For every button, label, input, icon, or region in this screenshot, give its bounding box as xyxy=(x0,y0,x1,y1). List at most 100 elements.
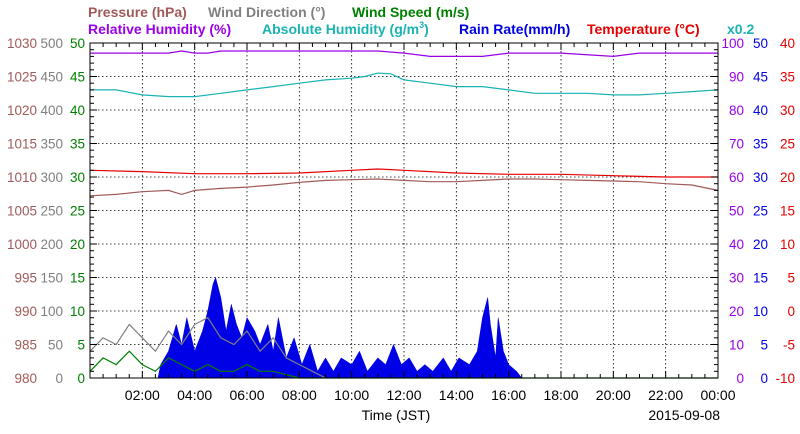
legend-wind-speed: Wind Speed (m/s) xyxy=(352,4,469,20)
y-tick-temperature: 10 xyxy=(780,237,795,252)
y-tick-rel-humidity: 70 xyxy=(729,137,744,152)
legend-pressure: Pressure (hPa) xyxy=(88,4,187,20)
y-tick-temperature: 20 xyxy=(780,170,795,185)
x-tick-label: 14:00 xyxy=(439,387,474,403)
y-tick-rain-rate: 30 xyxy=(753,170,768,185)
y-tick-wind-speed: 20 xyxy=(70,237,85,252)
y-tick-pressure: 980 xyxy=(14,371,37,386)
y-tick-rel-humidity: 20 xyxy=(729,304,744,319)
y-tick-pressure: 1025 xyxy=(7,70,37,85)
y-tick-wind-speed: 5 xyxy=(77,338,85,353)
y-tick-wind-speed: 35 xyxy=(70,137,85,152)
y-tick-wind-direction: 250 xyxy=(40,204,63,219)
legend-temperature: Temperature (°C) xyxy=(587,21,700,37)
y-tick-wind-direction: 300 xyxy=(40,170,63,185)
legend-rain-rate: Rain Rate(mm/h) xyxy=(459,21,570,37)
series-layer xyxy=(89,50,719,379)
y-tick-wind-speed: 50 xyxy=(70,36,85,51)
x-tick-label: 10:00 xyxy=(334,387,369,403)
y-tick-pressure: 1005 xyxy=(7,204,37,219)
y-tick-rel-humidity: 10 xyxy=(729,338,744,353)
y-tick-rain-rate: 5 xyxy=(760,338,768,353)
series-rain-rate-mm-h xyxy=(157,276,523,379)
y-tick-rain-rate: 35 xyxy=(753,137,768,152)
plot-frame xyxy=(89,42,719,379)
y-tick-rel-humidity: 90 xyxy=(729,70,744,85)
y-tick-rain-rate: 25 xyxy=(753,204,768,219)
y-tick-pressure: 1010 xyxy=(7,170,37,185)
series-relative-humidity xyxy=(90,50,718,58)
x-tick-label: 18:00 xyxy=(543,387,578,403)
x-tick-label: 22:00 xyxy=(648,387,683,403)
y-tick-rain-rate: 10 xyxy=(753,304,768,319)
legend-absolute-humidity-end: ) xyxy=(424,21,429,37)
x-tick-label: 00:00 xyxy=(700,387,735,403)
y-tick-temperature: 15 xyxy=(780,204,795,219)
y-tick-rel-humidity: 40 xyxy=(729,237,744,252)
y-tick-temperature: 0 xyxy=(787,304,795,319)
y-tick-wind-speed: 15 xyxy=(70,271,85,286)
y-tick-rain-rate: 50 xyxy=(753,36,768,51)
legend-absolute-humidity-base: Absolute Humidity (g/m xyxy=(262,21,419,37)
y-tick-wind-direction: 100 xyxy=(40,304,63,319)
y-tick-rain-rate: 20 xyxy=(753,237,768,252)
y-tick-wind-speed: 40 xyxy=(70,103,85,118)
y-tick-pressure: 990 xyxy=(14,304,37,319)
y-tick-rain-rate: 40 xyxy=(753,103,768,118)
y-tick-rain-rate: 15 xyxy=(753,271,768,286)
y-tick-wind-speed: 45 xyxy=(70,70,85,85)
y-tick-temperature: -10 xyxy=(775,371,795,386)
series-wind-direction xyxy=(89,316,326,379)
series-pressure-hpa xyxy=(89,178,719,197)
grid xyxy=(90,43,718,378)
y-tick-pressure: 1020 xyxy=(7,103,37,118)
x-tick-label: 20:00 xyxy=(596,387,631,403)
x-tick-label: 04:00 xyxy=(177,387,212,403)
x-tick-label: 08:00 xyxy=(282,387,317,403)
y-tick-temperature: 40 xyxy=(780,36,795,51)
y-tick-wind-direction: 350 xyxy=(40,137,63,152)
y-tick-wind-direction: 150 xyxy=(40,271,63,286)
y-tick-pressure: 1030 xyxy=(7,36,37,51)
y-tick-temperature: 30 xyxy=(780,103,795,118)
y-tick-temperature: 25 xyxy=(780,137,795,152)
legend-wind-direction: Wind Direction (°) xyxy=(208,4,325,20)
y-tick-wind-direction: 200 xyxy=(40,237,63,252)
y-tick-rain-rate: 0 xyxy=(760,371,768,386)
y-tick-rain-rate: 45 xyxy=(753,70,768,85)
legend-relative-humidity: Relative Humidity (%) xyxy=(88,21,231,37)
y-tick-temperature: 35 xyxy=(780,70,795,85)
y-tick-wind-speed: 30 xyxy=(70,170,85,185)
y-tick-rel-humidity: 30 xyxy=(729,271,744,286)
y-tick-rel-humidity: 0 xyxy=(736,371,744,386)
y-tick-wind-direction: 400 xyxy=(40,103,63,118)
y-tick-pressure: 985 xyxy=(14,338,37,353)
legend-absolute-humidity: Absolute Humidity (g/m3) xyxy=(262,20,429,37)
x-tick-label: 02:00 xyxy=(125,387,160,403)
y-tick-wind-direction: 50 xyxy=(48,338,63,353)
x-tick-label: 06:00 xyxy=(229,387,264,403)
y-tick-wind-direction: 450 xyxy=(40,70,63,85)
y-tick-pressure: 995 xyxy=(14,271,37,286)
y-tick-wind-speed: 10 xyxy=(70,304,85,319)
x-axis-label: Time (JST) xyxy=(362,407,431,423)
y-tick-rel-humidity: 80 xyxy=(729,103,744,118)
legend-absolute-humidity-sup: 3 xyxy=(419,20,424,30)
legend-abs-scale-note: x0.2 xyxy=(727,21,754,37)
date-label: 2015-09-08 xyxy=(648,407,720,423)
series-temperature-c xyxy=(89,168,718,178)
y-tick-wind-speed: 25 xyxy=(70,204,85,219)
y-tick-pressure: 1015 xyxy=(7,137,37,152)
y-tick-wind-speed: 0 xyxy=(77,371,85,386)
y-tick-rel-humidity: 60 xyxy=(729,170,744,185)
y-tick-temperature: -5 xyxy=(783,338,795,353)
series-absolute-humidity xyxy=(90,72,719,98)
x-tick-label: 12:00 xyxy=(386,387,421,403)
tick-labels: 02:00 04:00 06:00 08:00 10:00 12:00 14:00 16:00… xyxy=(7,36,795,403)
y-tick-rel-humidity: 100 xyxy=(721,36,744,51)
y-tick-wind-direction: 500 xyxy=(40,36,63,51)
y-tick-pressure: 1000 xyxy=(7,237,37,252)
y-tick-rel-humidity: 50 xyxy=(729,204,744,219)
